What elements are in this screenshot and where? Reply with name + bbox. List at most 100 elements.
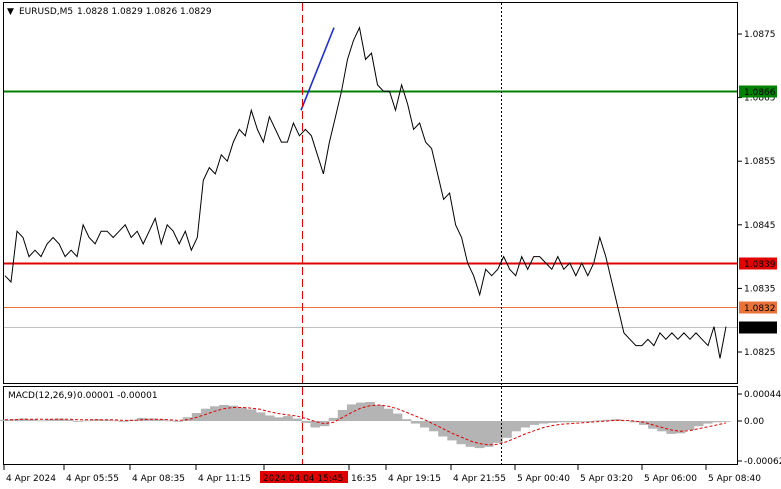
macd-bar [18, 418, 29, 421]
y-tick-label: 1.0835 [744, 284, 776, 294]
macd-bar [264, 415, 275, 421]
macd-plot-frame [3, 386, 738, 465]
macd-bar [538, 421, 549, 424]
macd-bar [657, 421, 667, 432]
macd-bar [155, 419, 165, 421]
macd-bar [337, 410, 348, 421]
macd-bar [64, 419, 74, 421]
macd-bar [109, 420, 120, 422]
macd-bar [27, 419, 38, 421]
x-tick-label: 4 Apr 21:55 [453, 474, 506, 484]
macd-bar [639, 421, 649, 425]
macd-bar [483, 421, 494, 447]
level-labels: 1.0866 1.0839 1.0832 1.0829 [739, 85, 777, 334]
macd-bar [210, 406, 220, 421]
macd-bar [146, 418, 156, 421]
blue-trend-segment [300, 27, 335, 111]
x-tick-label: 4 Apr 05:55 [66, 474, 119, 484]
macd-bar [292, 418, 302, 421]
macd-y-axis: 0.00044 0.00 -0.00062 [738, 390, 781, 467]
y-tick-label: 1.0875 [744, 30, 776, 40]
macd-bar [675, 421, 686, 434]
x-tick-label: 5 Apr 08:40 [708, 474, 761, 484]
macd-bar [429, 421, 439, 432]
price-line [4, 25, 727, 359]
level-label-orange: 1.0832 [744, 304, 776, 314]
x-tick-label: 5 Apr 06:00 [644, 474, 697, 484]
level-label-bg-green [739, 85, 777, 98]
macd-bar [511, 421, 521, 432]
price-series [4, 25, 727, 359]
macd-bar [328, 417, 339, 421]
macd-bar [73, 421, 83, 422]
macd-bar [164, 420, 175, 422]
macd-y-tick-label: -0.00062 [744, 457, 781, 467]
macd-bar [118, 421, 129, 422]
y-tick-label: 1.0825 [744, 348, 776, 358]
macd-bar [520, 421, 531, 428]
macd-bar [456, 421, 467, 445]
macd-bar [356, 402, 366, 421]
macd-bar [237, 407, 248, 421]
macd-bar [401, 419, 412, 421]
macd-header-values: 0.00001 -0.00001 [77, 391, 158, 401]
x-tick-label: 16:35 [351, 474, 377, 484]
macd-bar [54, 418, 65, 421]
x-tick-label: 4 Apr 08:35 [132, 474, 185, 484]
macd-bar [556, 421, 567, 423]
x-cursor-label: 2024.04.04 15:45 [263, 474, 343, 484]
macd-bar [9, 419, 19, 421]
y-tick-label: 1.0845 [744, 221, 776, 231]
x-tick-label: 4 Apr 11:15 [198, 474, 251, 484]
macd-bar [255, 412, 266, 421]
macd-bar [702, 421, 713, 424]
x-cursor-label-bg [260, 471, 348, 483]
level-label-bg-red [739, 257, 777, 270]
macd-bar [593, 420, 604, 422]
cursor-lines [302, 3, 502, 464]
macd-bar [36, 420, 47, 422]
macd-bar [474, 421, 485, 449]
chart-header-symbol: EURUSD,M5 [19, 7, 73, 17]
level-label-bg-orange [739, 301, 777, 314]
x-tick-label: 4 Apr 19:15 [388, 474, 441, 484]
chart-header-arrow[interactable]: ▼ [7, 7, 14, 17]
macd-bar [712, 421, 722, 423]
macd-bar [283, 416, 293, 421]
macd-bar [228, 405, 238, 421]
macd-bar [319, 421, 330, 427]
price-y-axis: 1.0875 1.0865 1.0855 1.0845 1.0835 1.0825 [738, 30, 776, 358]
x-tick-label: 5 Apr 00:40 [517, 474, 570, 484]
macd-bar [629, 421, 640, 423]
y-tick-label: 1.0865 [744, 94, 776, 104]
level-label-current: 1.0829 [744, 324, 776, 334]
level-label-bg-current [739, 321, 777, 334]
macd-bar [392, 413, 403, 421]
macd-bar [273, 417, 284, 421]
macd-bar [200, 408, 211, 421]
chart-header-ohlc: 1.0828 1.0829 1.0826 1.0829 [77, 7, 212, 17]
macd-bar [666, 421, 677, 434]
macd-bar [219, 405, 229, 421]
macd-bar [182, 417, 193, 421]
macd-header-name: MACD(12,26,9) [8, 391, 76, 401]
macd-bar [447, 421, 457, 441]
macd-bar [575, 421, 585, 422]
macd-bar [365, 402, 375, 421]
y-tick-label: 1.0855 [744, 157, 776, 167]
macd-bar [374, 405, 384, 421]
macd-bar [684, 421, 695, 430]
x-tick-label: 4 Apr 2024 [6, 474, 56, 484]
macd-bar [246, 409, 257, 421]
macd-y-tick-label: 0.00 [744, 417, 764, 427]
macd-y-tick-label: 0.00044 [744, 390, 781, 400]
macd-bar [602, 419, 613, 421]
macd-bar [566, 421, 576, 423]
macd-bar [721, 421, 731, 422]
macd-bar [547, 421, 558, 423]
macd-bar [493, 421, 503, 443]
macd-bar [502, 421, 512, 438]
level-label-green: 1.0866 [744, 88, 776, 98]
macd-bar [693, 421, 704, 427]
